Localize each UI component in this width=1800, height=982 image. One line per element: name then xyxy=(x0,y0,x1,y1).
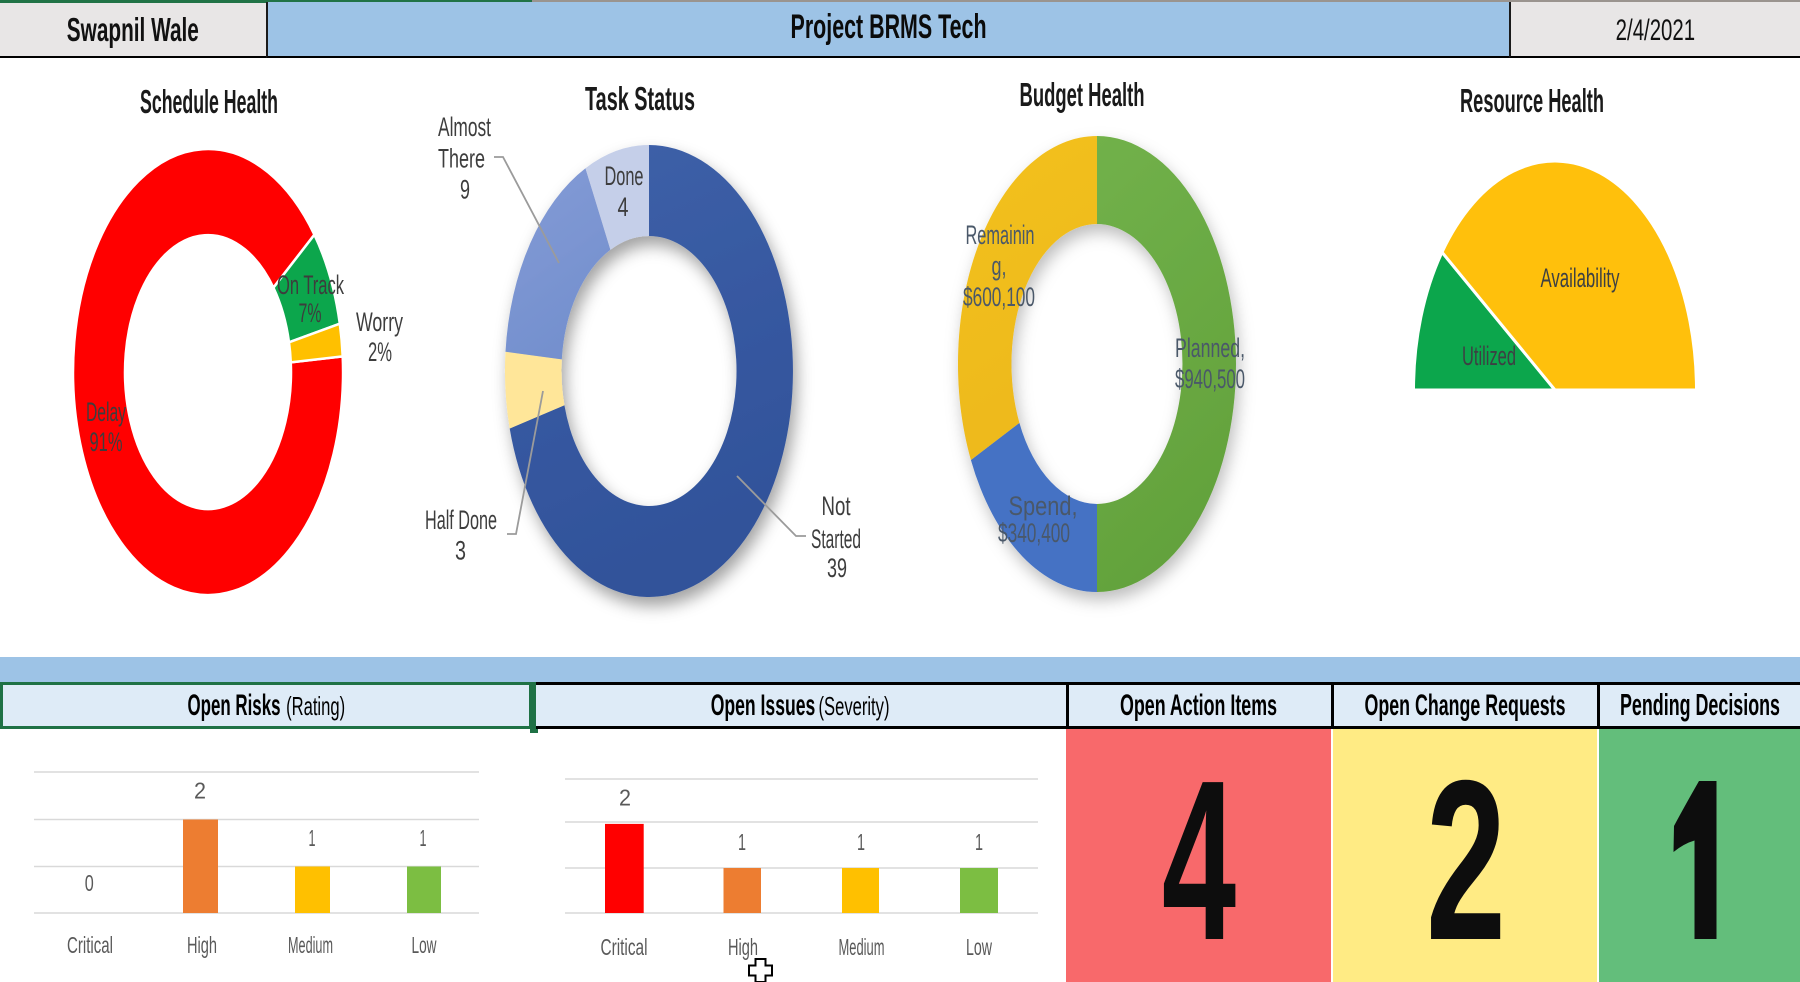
svg-text:Half Done: Half Done xyxy=(425,505,497,535)
svg-text:Budget Health: Budget Health xyxy=(1020,76,1145,113)
svg-text:Open Change Requests: Open Change Requests xyxy=(1365,689,1566,722)
svg-text:Medium: Medium xyxy=(839,934,885,960)
svg-text:Spend,: Spend, xyxy=(1009,491,1078,521)
svg-text:2%: 2% xyxy=(368,337,392,367)
svg-text:g,: g, xyxy=(992,251,1007,281)
svg-text:Schedule Health: Schedule Health xyxy=(140,83,278,120)
svg-text:2: 2 xyxy=(619,785,631,811)
svg-text:Planned,: Planned, xyxy=(1175,333,1245,363)
svg-text:$600,100: $600,100 xyxy=(963,282,1035,312)
svg-text:(Severity): (Severity) xyxy=(819,691,890,721)
svg-text:There: There xyxy=(438,144,485,174)
svg-text:On Track: On Track xyxy=(277,270,344,300)
svg-text:1: 1 xyxy=(420,825,427,851)
svg-text:1: 1 xyxy=(975,829,983,855)
svg-text:39: 39 xyxy=(827,553,847,583)
svg-text:Low: Low xyxy=(966,934,992,960)
svg-text:Low: Low xyxy=(412,932,437,958)
svg-text:$340,400: $340,400 xyxy=(998,518,1070,548)
svg-text:Resource Health: Resource Health xyxy=(1460,82,1604,119)
svg-text:Not: Not xyxy=(822,491,851,521)
svg-text:(Rating): (Rating) xyxy=(286,691,345,721)
svg-text:91%: 91% xyxy=(90,427,123,457)
svg-text:Critical: Critical xyxy=(67,932,113,958)
svg-text:Started: Started xyxy=(811,524,861,554)
svg-text:Worry: Worry xyxy=(356,307,403,337)
svg-text:1: 1 xyxy=(309,825,316,851)
svg-text:$940,500: $940,500 xyxy=(1175,364,1245,394)
svg-text:Almost: Almost xyxy=(438,112,491,142)
svg-text:3: 3 xyxy=(455,536,466,566)
svg-text:9: 9 xyxy=(460,175,470,205)
svg-text:1: 1 xyxy=(857,829,865,855)
svg-text:4: 4 xyxy=(618,192,629,222)
svg-text:Open Risks: Open Risks xyxy=(188,689,281,722)
svg-text:Done: Done xyxy=(605,161,644,191)
svg-text:Remainin: Remainin xyxy=(966,220,1035,250)
svg-text:7%: 7% xyxy=(299,298,322,328)
svg-text:Open Action Items: Open Action Items xyxy=(1120,689,1277,722)
svg-text:Utilized: Utilized xyxy=(1462,341,1516,371)
svg-text:Availability: Availability xyxy=(1541,263,1620,293)
svg-text:Task Status: Task Status xyxy=(585,80,695,117)
svg-text:Critical: Critical xyxy=(601,934,648,960)
svg-text:0: 0 xyxy=(85,870,94,896)
svg-text:2: 2 xyxy=(194,778,206,804)
svg-text:Pending Decisions: Pending Decisions xyxy=(1620,687,1780,722)
svg-text:1: 1 xyxy=(738,829,746,855)
svg-text:High: High xyxy=(187,932,217,958)
svg-text:High: High xyxy=(728,934,758,960)
svg-text:Open Issues: Open Issues xyxy=(711,689,816,722)
svg-text:4: 4 xyxy=(1162,733,1236,982)
svg-text:2: 2 xyxy=(1426,734,1506,982)
svg-text:Medium: Medium xyxy=(288,932,333,958)
svg-text:Delay: Delay xyxy=(86,397,126,427)
